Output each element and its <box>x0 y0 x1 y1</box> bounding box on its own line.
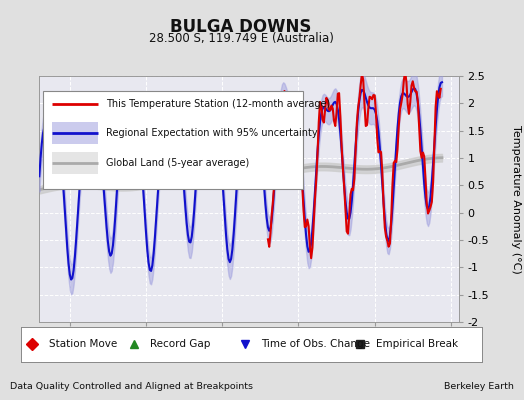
Text: Empirical Break: Empirical Break <box>376 339 458 350</box>
Text: Station Move: Station Move <box>49 339 117 350</box>
Text: Global Land (5-year average): Global Land (5-year average) <box>106 158 249 168</box>
Text: Record Gap: Record Gap <box>150 339 211 350</box>
FancyBboxPatch shape <box>52 152 98 174</box>
Text: This Temperature Station (12-month average): This Temperature Station (12-month avera… <box>106 98 331 108</box>
Text: Berkeley Earth: Berkeley Earth <box>444 382 514 391</box>
FancyBboxPatch shape <box>52 122 98 144</box>
Text: BULGA DOWNS: BULGA DOWNS <box>170 18 312 36</box>
Text: Data Quality Controlled and Aligned at Breakpoints: Data Quality Controlled and Aligned at B… <box>10 382 254 391</box>
Text: 28.500 S, 119.749 E (Australia): 28.500 S, 119.749 E (Australia) <box>149 32 333 45</box>
Y-axis label: Temperature Anomaly (°C): Temperature Anomaly (°C) <box>511 125 521 273</box>
Text: Time of Obs. Change: Time of Obs. Change <box>261 339 370 350</box>
FancyBboxPatch shape <box>43 91 303 189</box>
Text: Regional Expectation with 95% uncertainty: Regional Expectation with 95% uncertaint… <box>106 128 318 138</box>
